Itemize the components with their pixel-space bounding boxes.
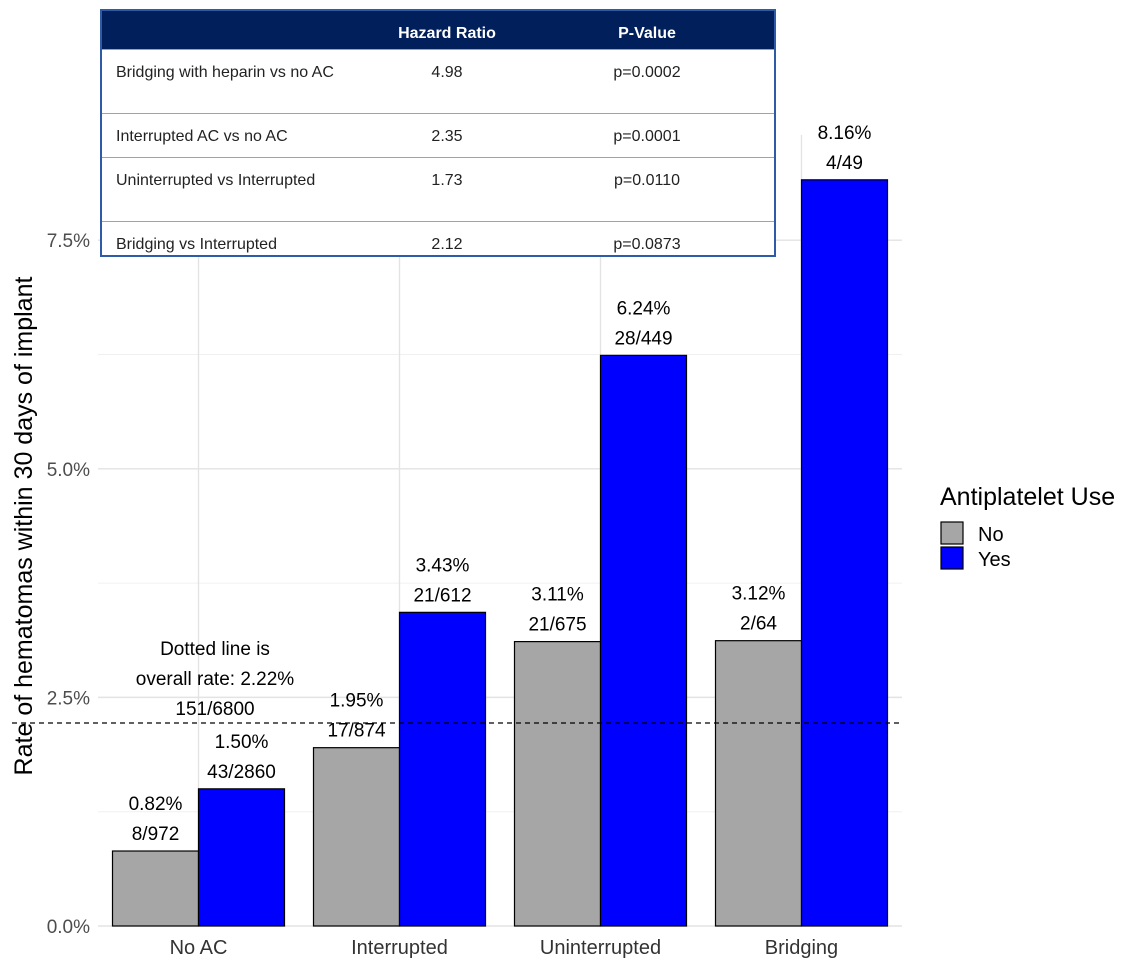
legend-swatch-yes [940, 546, 964, 570]
annotation-line: 151/6800 [175, 699, 254, 720]
bars [111, 179, 889, 927]
table-row: Interrupted AC vs no AC 2.35 p=0.0001 [102, 113, 774, 157]
x-tick-label: Bridging [765, 937, 838, 958]
data-labels: 8/972 0.82% 43/2860 1.50% 17/874 1.95% 21/612 3… [129, 123, 872, 845]
bar-no [714, 640, 803, 927]
bar-yes [398, 611, 487, 927]
y-axis-label: Rate of hematomas within 30 days of impl… [10, 277, 38, 776]
bar-percent-label: 3.12% [732, 584, 786, 605]
legend-label-no: No [978, 524, 1004, 546]
bar-yes [800, 179, 889, 927]
table-header: Hazard Ratio P-Value [102, 11, 774, 49]
table-row: Uninterrupted vs Interrupted 1.73 p=0.01… [102, 157, 774, 221]
bar-no [111, 850, 200, 927]
bar-count-label: 17/874 [327, 721, 386, 742]
p-value-cell: p=0.0002 [613, 64, 681, 81]
hazard-ratio-cell: 1.73 [431, 172, 463, 189]
table-header-hazard-ratio: Hazard Ratio [398, 25, 496, 42]
x-tick-label: Uninterrupted [540, 937, 661, 958]
bar-count-label: 8/972 [132, 824, 180, 845]
annotation-line: Dotted line is [160, 639, 270, 660]
legend-title: Antiplatelet Use [940, 483, 1115, 511]
bar-count-label: 21/675 [528, 615, 586, 636]
bar-yes [197, 788, 286, 927]
x-tick-label: No AC [170, 937, 228, 958]
comparison-cell: Bridging with heparin vs no AC [116, 64, 334, 81]
comparison-cell: Bridging vs Interrupted [116, 236, 277, 253]
bar-percent-label: 1.95% [330, 691, 384, 712]
table-header-p-value: P-Value [618, 25, 676, 42]
bar-no [513, 641, 602, 927]
hazard-ratio-table: Hazard Ratio P-Value Bridging with hepar… [100, 9, 776, 257]
legend-label-yes: Yes [978, 549, 1011, 571]
hazard-ratio-cell: 2.12 [431, 236, 463, 253]
y-tick-label: 2.5% [47, 688, 90, 709]
bar-percent-label: 8.16% [818, 123, 872, 144]
x-tick-label: Interrupted [351, 937, 448, 958]
bar-percent-label: 6.24% [617, 298, 671, 319]
p-value-cell: p=0.0110 [614, 172, 680, 189]
table-row: Bridging vs Interrupted 2.12 p=0.0873 [102, 221, 774, 261]
overall-rate-annotation: Dotted line is overall rate: 2.22% 151/680… [136, 639, 295, 720]
bar-percent-label: 3.11% [531, 585, 584, 606]
p-value-cell: p=0.0001 [613, 128, 681, 145]
bar-percent-label: 3.43% [416, 555, 470, 576]
y-tick-label: 7.5% [47, 231, 90, 252]
table-row: Bridging with heparin vs no AC 4.98 p=0.… [102, 49, 774, 113]
bar-count-label: 21/612 [413, 585, 471, 606]
comparison-cell: Uninterrupted vs Interrupted [116, 172, 316, 189]
y-tick-label: 0.0% [47, 917, 90, 938]
annotation-line: overall rate: 2.22% [136, 669, 295, 690]
comparison-cell: Interrupted AC vs no AC [116, 128, 288, 145]
bar-count-label: 28/449 [614, 328, 672, 349]
y-tick-label: 5.0% [47, 460, 90, 481]
bar-percent-label: 1.50% [215, 732, 269, 753]
hazard-ratio-cell: 2.35 [431, 128, 463, 145]
bar-percent-label: 0.82% [129, 794, 183, 815]
bar-no [312, 747, 401, 927]
bar-count-label: 43/2860 [207, 762, 276, 783]
axes: 0.0% 2.5% 5.0% 7.5% No AC Interrupted Uninterr… [47, 231, 839, 958]
legend: Antiplatelet Use No Yes [940, 483, 1115, 571]
legend-swatch-no [940, 521, 964, 545]
p-value-cell: p=0.0873 [613, 236, 681, 253]
bar-count-label: 4/49 [826, 153, 863, 174]
hazard-ratio-cell: 4.98 [431, 64, 463, 81]
bar-yes [599, 354, 688, 927]
bar-count-label: 2/64 [740, 614, 777, 635]
